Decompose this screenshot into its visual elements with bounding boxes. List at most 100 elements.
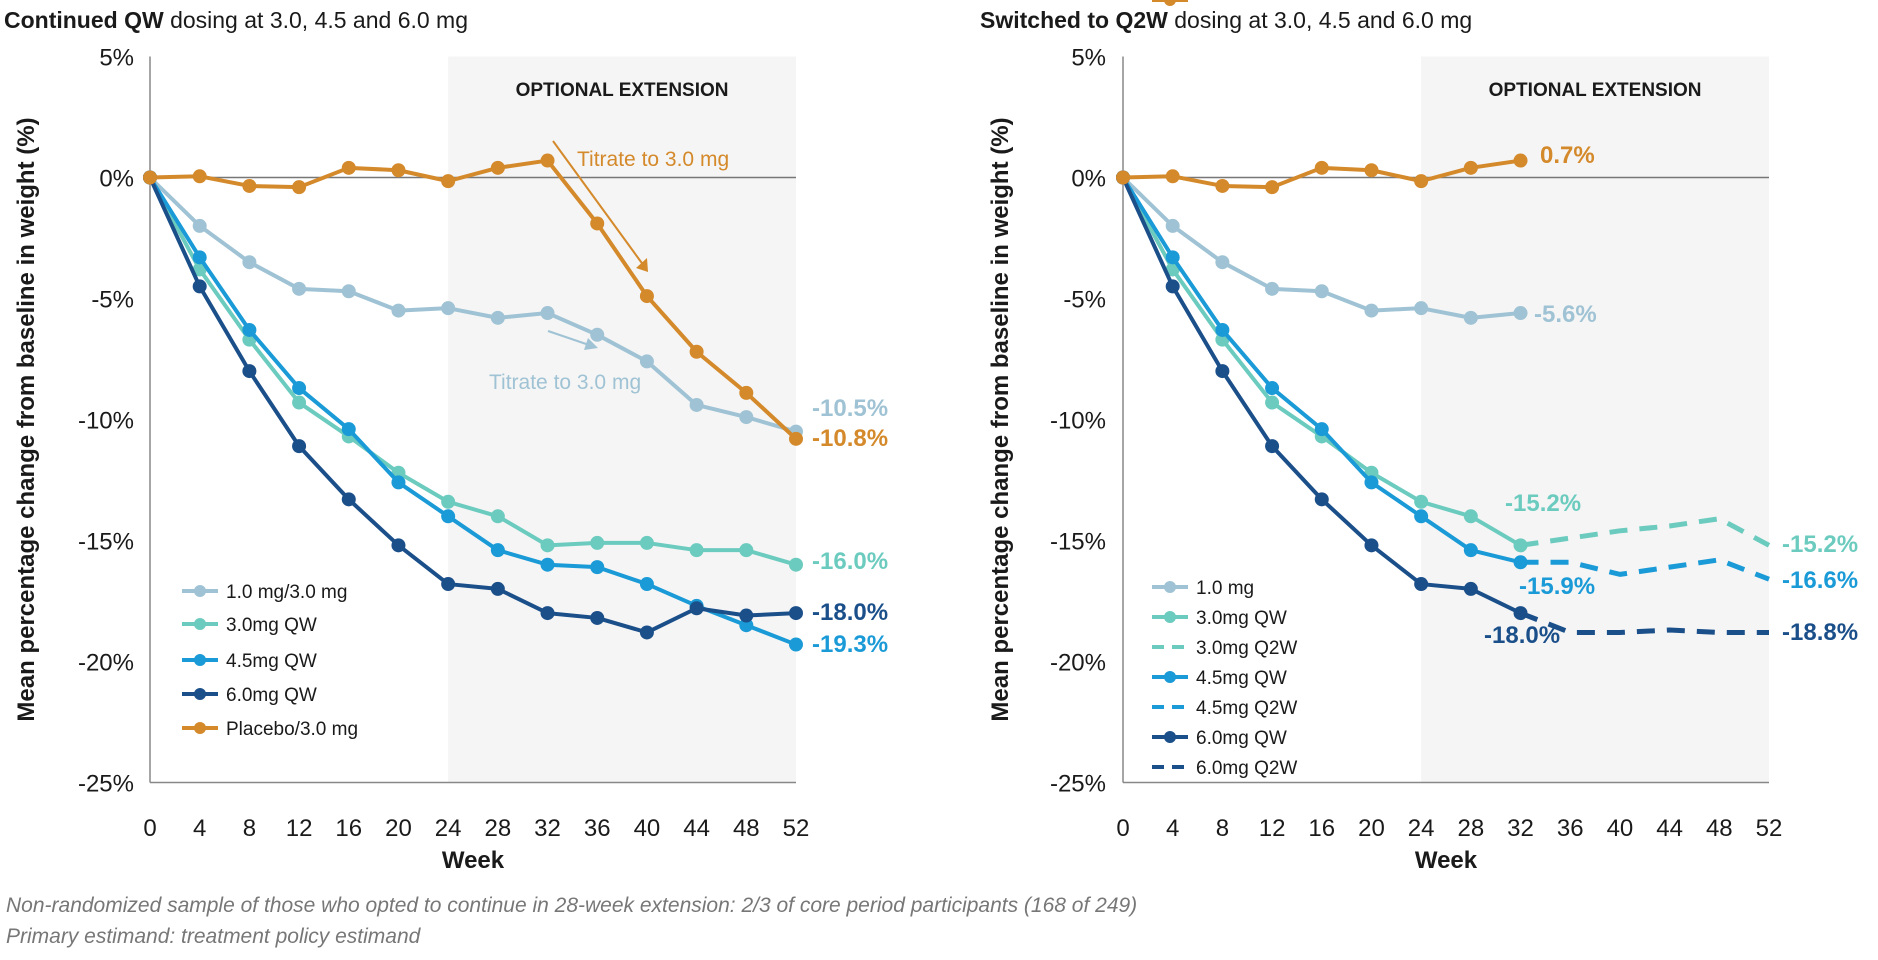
- legend-item: 3.0mg Q2W: [1152, 638, 1297, 659]
- end-value-label: -18.0%: [812, 599, 888, 626]
- data-point: [391, 475, 406, 490]
- legend-item: 6.0mg Q2W: [1152, 758, 1297, 779]
- end-value-label: -16.6%: [1782, 567, 1858, 594]
- end-value-label: -5.6%: [1534, 301, 1597, 328]
- footnote: Primary estimand: treatment policy estim…: [6, 925, 422, 948]
- data-point: [490, 509, 505, 524]
- legend-label: 6.0mg Q2W: [1196, 758, 1297, 779]
- legend-swatch-marker: [194, 585, 206, 597]
- arrowhead-icon: [584, 338, 598, 350]
- x-tick-label: 8: [243, 815, 256, 842]
- data-point: [1463, 160, 1478, 175]
- series-line: [149, 158, 798, 441]
- end-value-label: -15.2%: [1782, 531, 1858, 558]
- end-value-label: 0.7%: [1540, 142, 1595, 169]
- legend-swatch-marker: [1164, 581, 1176, 593]
- series-line: [1519, 610, 1769, 635]
- footnote: Non-randomized sample of those who opted…: [6, 894, 1137, 917]
- data-point: [391, 163, 406, 178]
- data-point: [490, 160, 505, 175]
- y-tick-label: -25%: [78, 771, 134, 798]
- legend-item: 6.0mg QW: [1152, 728, 1287, 749]
- data-point: [789, 606, 803, 621]
- series-6-0mg-qw: -18.0%: [143, 170, 888, 640]
- legend-label: 1.0 mg: [1196, 578, 1254, 599]
- series-line: [1520, 557, 1770, 582]
- y-tick-label: -25%: [1050, 771, 1106, 798]
- data-point: [1513, 153, 1528, 168]
- data-point: [292, 439, 307, 454]
- data-point: [1463, 509, 1478, 524]
- data-point: [1414, 509, 1429, 524]
- data-point: [1414, 577, 1429, 592]
- series-3-0mg-qw: -15.2%: [1116, 170, 1581, 553]
- data-point: [590, 327, 605, 342]
- data-point: [739, 608, 754, 623]
- y-tick-label: -20%: [78, 650, 134, 677]
- optional-extension-label: OPTIONAL EXTENSION: [516, 80, 729, 101]
- end-value-label: -15.9%: [1519, 573, 1595, 600]
- data-point: [1265, 281, 1280, 296]
- x-tick-label: 24: [1408, 815, 1435, 842]
- x-tick-label: 48: [1706, 815, 1733, 842]
- end-value-label: -15.2%: [1505, 490, 1581, 517]
- data-point: [341, 284, 356, 299]
- legend-swatch-marker: [194, 654, 206, 666]
- legend-swatch-marker: [194, 688, 206, 700]
- data-point: [1364, 163, 1379, 178]
- legend-label: 6.0mg QW: [1196, 728, 1287, 749]
- titrate-arrow-placebo: [552, 140, 645, 267]
- y-tick-label: -15%: [78, 529, 134, 556]
- data-point: [739, 410, 754, 425]
- data-point: [639, 625, 654, 640]
- data-point: [242, 364, 257, 379]
- legend-item: 6.0mg QW: [182, 685, 317, 706]
- x-axis-label: Week: [1415, 847, 1478, 874]
- data-point: [1414, 494, 1429, 509]
- x-tick-label: 16: [1308, 815, 1335, 842]
- data-point: [739, 385, 754, 400]
- optional-extension-label: OPTIONAL EXTENSION: [1489, 80, 1702, 101]
- x-tick-label: 44: [1656, 815, 1683, 842]
- data-point: [192, 279, 207, 294]
- titrate-arrow-1mg: [547, 330, 593, 347]
- data-point: [739, 543, 754, 558]
- y-tick-label: 0%: [1071, 166, 1106, 193]
- legend-swatch-marker: [1164, 611, 1176, 623]
- data-point: [490, 310, 505, 325]
- x-tick-label: 12: [286, 815, 313, 842]
- legend-label: 6.0mg QW: [226, 685, 317, 706]
- data-point: [590, 610, 605, 625]
- data-point: [441, 174, 456, 189]
- x-tick-label: 28: [484, 815, 511, 842]
- legend-label: 3.0mg QW: [1196, 608, 1287, 629]
- data-point: [1364, 475, 1379, 490]
- data-point: [1314, 422, 1329, 437]
- chart-panel-2: Switched to Q2W dosing at 3.0, 4.5 and 6…: [980, 0, 1858, 874]
- data-point: [789, 637, 803, 652]
- data-point: [540, 153, 555, 168]
- data-point: [242, 255, 257, 270]
- data-point: [1314, 284, 1329, 299]
- data-point: [590, 560, 605, 575]
- end-value-label: -19.3%: [812, 631, 888, 658]
- data-point: [490, 543, 505, 558]
- data-point: [1463, 581, 1478, 596]
- x-tick-label: 4: [1166, 815, 1179, 842]
- data-point: [689, 344, 704, 359]
- series-line: [148, 176, 797, 567]
- legend-label: 1.0 mg/3.0 mg: [226, 582, 347, 603]
- x-tick-label: 52: [783, 815, 810, 842]
- chart-title-rest: dosing at 3.0, 4.5 and 6.0 mg: [1168, 7, 1472, 33]
- data-point: [341, 160, 356, 175]
- data-point: [1215, 364, 1230, 379]
- legend-swatch-marker: [1164, 0, 1176, 6]
- data-point: [441, 509, 456, 524]
- end-value-label: -10.8%: [812, 425, 888, 452]
- x-tick-label: 52: [1756, 815, 1783, 842]
- y-tick-label: 0%: [99, 166, 134, 193]
- data-point: [1314, 160, 1329, 175]
- data-point: [1265, 395, 1280, 410]
- annotations: Titrate to 3.0 mg Titrate to 3.0 mg: [489, 140, 729, 394]
- data-point: [1463, 543, 1478, 558]
